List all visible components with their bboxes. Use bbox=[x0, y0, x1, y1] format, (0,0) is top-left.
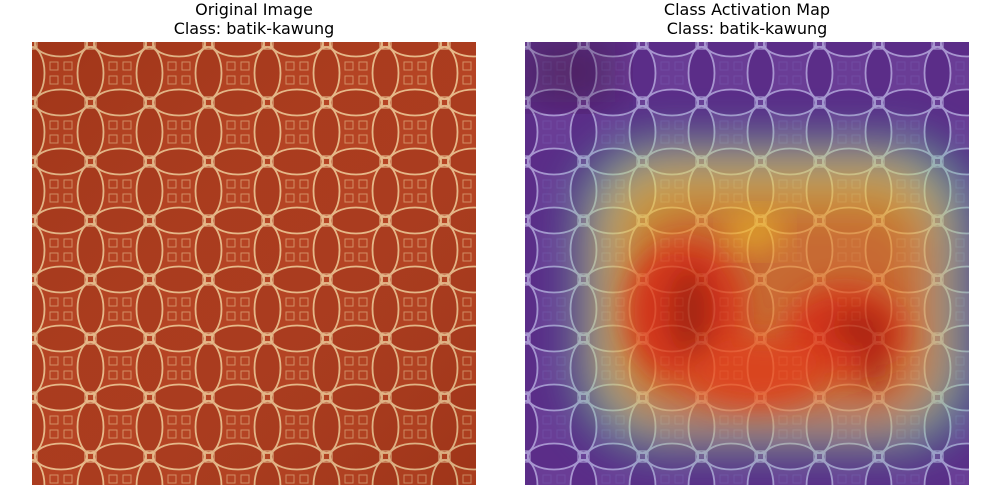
class-label: Class: batik-kawung bbox=[173, 19, 335, 38]
panel-title: Class Activation Map bbox=[663, 0, 831, 19]
class-label: Class: batik-kawung bbox=[666, 19, 828, 38]
class-activation-map-panel: Class Activation Map Class: batik-kawung bbox=[525, 0, 969, 500]
panel-title: Original Image bbox=[195, 0, 313, 19]
original-image-title: Original Image Class: batik-kawung bbox=[32, 0, 476, 38]
original-image bbox=[32, 42, 476, 485]
class-activation-map-image bbox=[525, 42, 969, 485]
original-image-panel: Original Image Class: batik-kawung bbox=[32, 0, 476, 500]
cam-title: Class Activation Map Class: batik-kawung bbox=[525, 0, 969, 38]
